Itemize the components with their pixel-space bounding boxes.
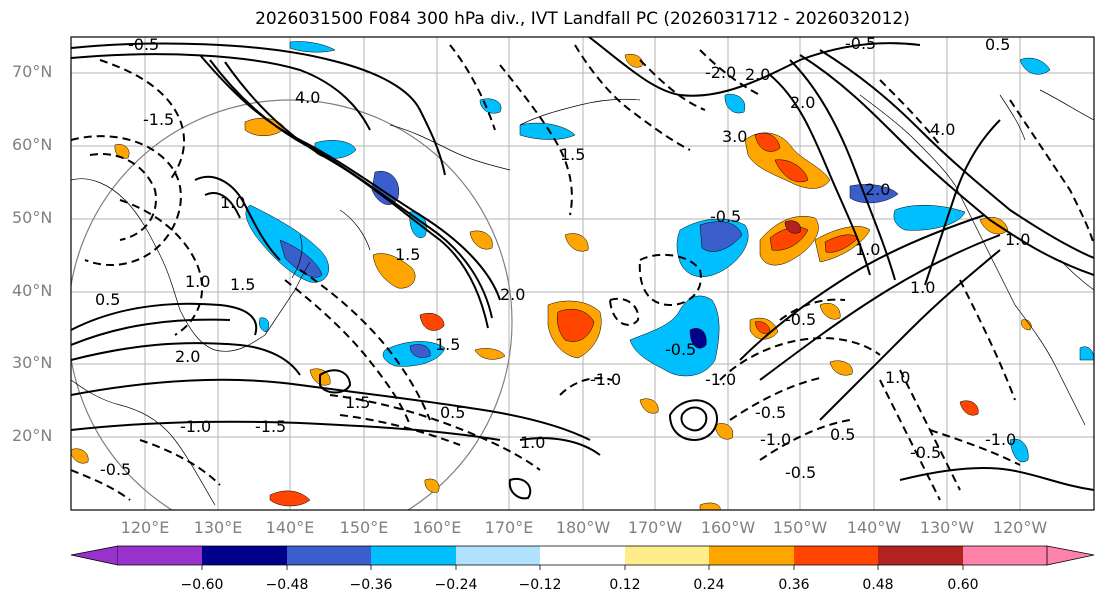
lat-label: 30°N — [12, 353, 53, 372]
colorbar-tick-label: 0.12 — [609, 577, 641, 593]
contour-label: -1.5 — [143, 110, 174, 129]
contour-label: 1.0 — [520, 433, 545, 452]
contour-label: 1.5 — [435, 335, 460, 354]
contour-label: -0.5 — [100, 460, 131, 479]
contour-label: 1.0 — [910, 278, 935, 297]
contour-label: -0.5 — [785, 310, 816, 329]
contour-label: -1.0 — [760, 430, 791, 449]
lon-label: 170°W — [627, 518, 683, 537]
colorbar-tick-label: −0.48 — [265, 577, 309, 593]
contour-label: -1.0 — [590, 370, 621, 389]
contour-label: 0.5 — [95, 290, 120, 309]
negative-contours — [71, 44, 1094, 501]
contour-label: 3.0 — [722, 127, 747, 146]
lat-label: 20°N — [12, 426, 53, 445]
map-title: 2026031500 F084 300 hPa div., IVT Landfa… — [255, 9, 910, 29]
lon-label: 130°E — [193, 518, 243, 537]
colorbar-tick-label: −0.12 — [518, 577, 562, 593]
colorbar-swatch — [794, 546, 878, 565]
contour-label: -0.5 — [128, 35, 159, 54]
contour-label: 0.5 — [830, 425, 855, 444]
contour-label: 1.0 — [885, 368, 910, 387]
colorbar-swatch — [456, 546, 540, 565]
contour-label: 4.0 — [295, 88, 320, 107]
contour-label: 1.5 — [345, 393, 370, 412]
colorbar-swatch — [709, 546, 794, 565]
colorbar-swatch — [287, 546, 371, 565]
colorbar-tick-label: 0.24 — [693, 577, 725, 593]
contour-label: -0.5 — [665, 340, 696, 359]
contour-label: 4.0 — [930, 120, 955, 139]
colorbar-tick-label: 0.36 — [778, 577, 810, 593]
contour-label: -0.5 — [785, 463, 816, 482]
lat-label: 70°N — [12, 62, 53, 81]
colorbar-swatch — [540, 546, 625, 565]
colorbar-swatch — [625, 546, 709, 565]
contour-label: -0.5 — [910, 443, 941, 462]
contour-label: -0.5 — [710, 207, 741, 226]
contour-label: 1.0 — [855, 240, 880, 259]
contour-label: -0.5 — [845, 34, 876, 53]
colorbar-swatch — [963, 546, 1047, 565]
contour-label: -1.5 — [255, 417, 286, 436]
contour-label: 2.0 — [865, 180, 890, 199]
colorbar-swatch — [70, 545, 119, 566]
colorbar-tick-label: 0.48 — [862, 577, 894, 593]
lon-label: 140°E — [265, 518, 315, 537]
colorbar — [70, 545, 1095, 570]
contour-label: -2.0 — [705, 63, 736, 82]
contour-label: 1.0 — [1005, 230, 1030, 249]
lon-label: 150°E — [339, 518, 389, 537]
contour-label: 2.0 — [175, 347, 200, 366]
contour-label: 2.0 — [745, 65, 770, 84]
lat-label: 50°N — [12, 208, 53, 227]
colorbar-swatch — [371, 546, 456, 565]
colorbar-tick-label: −0.24 — [434, 577, 478, 593]
divergence-shading — [71, 41, 1094, 510]
contour-label: -0.5 — [755, 403, 786, 422]
positive-contours — [71, 37, 1094, 500]
contour-label: 1.0 — [220, 193, 245, 212]
contour-label: -1.0 — [180, 417, 211, 436]
lat-label: 60°N — [12, 135, 53, 154]
colorbar-swatch — [118, 546, 202, 565]
contour-labels: -0.5 0.5 -0.5 -2.0 2.0 4.0 2.0 4.0 3.0 -… — [95, 34, 1030, 482]
contour-label: 0.5 — [440, 403, 465, 422]
colorbar-tick-label: −0.36 — [349, 577, 393, 593]
colorbar-swatch — [878, 546, 963, 565]
contour-label: -1.0 — [985, 430, 1016, 449]
lon-label: 180°W — [555, 518, 611, 537]
contour-label: 1.0 — [185, 272, 210, 291]
lon-label: 160°W — [700, 518, 756, 537]
contour-label: 0.5 — [985, 35, 1010, 54]
lon-label: 140°W — [846, 518, 902, 537]
colorbar-tick-label: 0.60 — [947, 577, 979, 593]
contour-label: -1.0 — [705, 370, 736, 389]
contour-label: 2.0 — [790, 93, 815, 112]
map-frame — [70, 36, 1095, 511]
colorbar-tick-label: −0.60 — [180, 577, 224, 593]
lon-label: 170°E — [484, 518, 534, 537]
contour-label: 1.5 — [230, 275, 255, 294]
lat-label: 40°N — [12, 281, 53, 300]
contour-label: 1.5 — [560, 145, 585, 164]
coastlines — [71, 89, 1094, 506]
lon-label: 150°W — [772, 518, 828, 537]
lon-label: 120°E — [120, 518, 170, 537]
contour-label: 1.5 — [395, 245, 420, 264]
colorbar-swatch — [202, 546, 287, 565]
lon-label: 130°W — [919, 518, 975, 537]
lon-label: 120°W — [992, 518, 1048, 537]
contour-label: 2.0 — [500, 285, 525, 304]
landfall-radius-circle — [71, 99, 513, 510]
colorbar-swatch — [1046, 545, 1095, 566]
lon-label: 160°E — [412, 518, 462, 537]
